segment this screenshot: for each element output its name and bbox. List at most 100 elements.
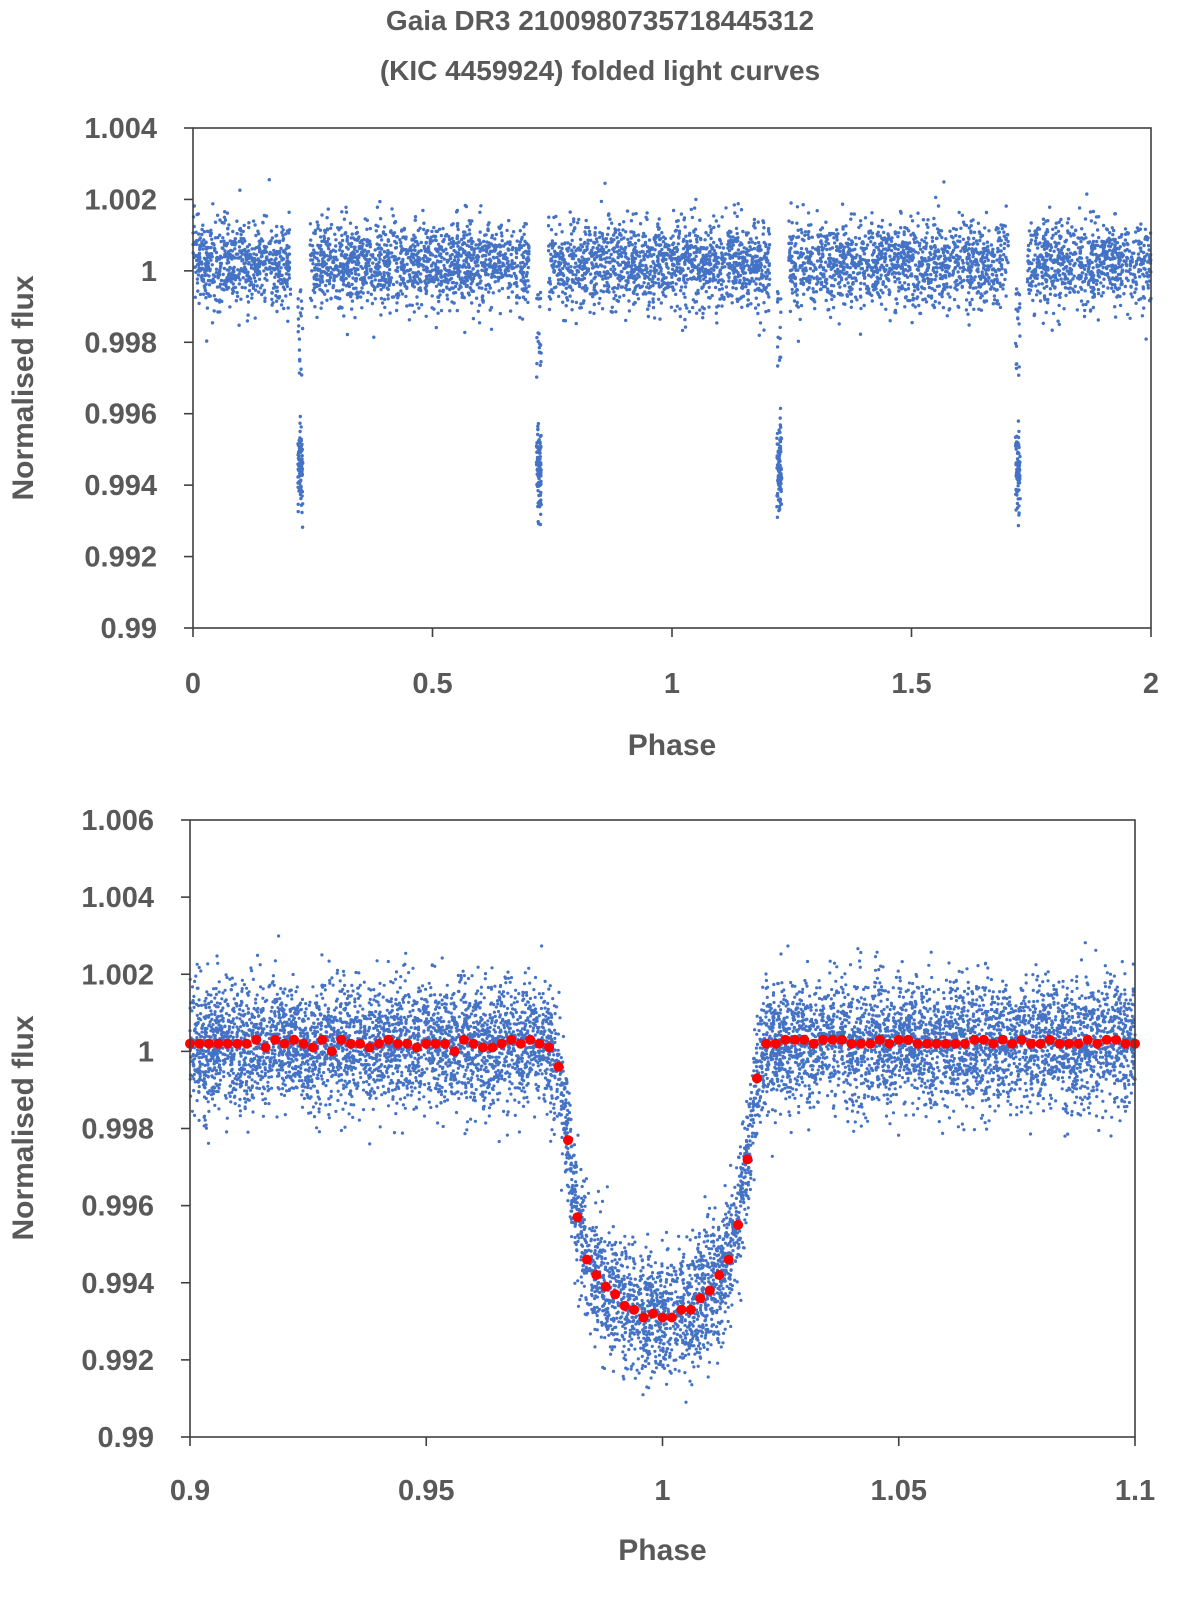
top-chart-data-point <box>340 238 345 243</box>
top-chart-data-point <box>876 230 880 234</box>
top-chart-data-point <box>482 239 486 244</box>
top-chart-data-point <box>561 273 566 278</box>
top-chart-data-point <box>329 222 334 227</box>
top-chart-data-point <box>767 243 772 247</box>
top-chart-data-point <box>391 282 396 287</box>
top-chart-data-point <box>573 226 577 231</box>
top-chart-data-point <box>203 286 207 290</box>
top-chart-data-point <box>202 230 207 234</box>
top-chart-data-point <box>807 236 811 240</box>
top-chart-data-point <box>815 209 819 213</box>
top-chart-data-point <box>648 269 653 273</box>
top-chart-data-point <box>832 241 837 245</box>
top-chart-data-point <box>435 275 439 280</box>
top-chart-data-point <box>940 289 945 294</box>
top-chart-data-point <box>901 240 905 244</box>
top-chart-data-point <box>226 227 230 231</box>
top-chart-data-point <box>762 301 766 305</box>
top-chart-data-point <box>622 236 626 240</box>
top-chart-data-point <box>412 233 416 237</box>
top-chart-data-point <box>885 263 889 268</box>
top-chart-data-point <box>397 256 401 261</box>
top-chart-data-point <box>1027 229 1032 233</box>
top-chart-data-point <box>683 317 687 322</box>
top-chart-data-point <box>313 305 317 309</box>
top-chart-data-point <box>879 225 884 229</box>
top-chart-data-point <box>656 277 660 281</box>
top-chart-data-point <box>1059 262 1064 266</box>
top-chart-data-point <box>255 284 259 288</box>
top-chart-data-point <box>457 287 461 291</box>
top-chart-data-point <box>411 262 416 267</box>
top-chart-data-point <box>1113 243 1117 247</box>
top-chart-data-point <box>826 308 830 312</box>
top-chart-data-point <box>419 240 423 245</box>
top-chart-data-point <box>933 288 937 293</box>
top-chart-data-point <box>657 233 661 238</box>
top-chart-data-point <box>931 303 935 307</box>
top-chart-data-point <box>587 229 592 234</box>
top-chart-data-point <box>229 275 233 279</box>
top-chart-data-point <box>280 225 284 229</box>
top-chart-data-point <box>601 252 606 256</box>
top-chart-data-point <box>739 251 743 255</box>
top-chart-data-point <box>1088 309 1093 313</box>
top-chart-data-point <box>875 261 880 265</box>
top-chart-data-point <box>618 295 622 299</box>
top-chart-data-point <box>484 258 488 262</box>
top-chart-data-point <box>945 314 949 318</box>
top-chart-data-point <box>828 291 832 295</box>
top-chart-data-point <box>605 256 609 260</box>
top-chart-data-point <box>732 260 736 265</box>
top-chart-data-point <box>841 249 846 254</box>
top-chart-data-point <box>1139 241 1144 245</box>
top-chart-data-point <box>666 282 670 286</box>
top-chart-data-point <box>413 240 417 244</box>
top-chart-data-point <box>795 300 799 305</box>
top-chart-data-point <box>647 300 651 304</box>
top-chart-data-point <box>900 255 904 260</box>
top-chart-data-point <box>995 299 1000 303</box>
top-chart-data-point <box>964 298 969 302</box>
top-chart-data-point <box>694 237 699 242</box>
top-chart-data-point <box>941 251 946 255</box>
top-chart-data-point <box>393 220 398 224</box>
top-chart-data-point <box>1060 224 1064 228</box>
top-chart-data-point <box>379 313 383 317</box>
top-chart-data-point <box>267 252 272 256</box>
top-chart-data-point <box>500 239 504 243</box>
top-chart-data-point <box>1028 288 1033 292</box>
top-chart-data-point <box>733 269 737 273</box>
top-chart-data-point <box>560 230 564 234</box>
top-chart-data-point <box>270 236 275 240</box>
top-chart-data-point <box>574 261 578 265</box>
top-chart-data-point <box>378 199 382 204</box>
top-chart-data-point <box>1025 280 1030 284</box>
top-chart-data-point <box>913 275 918 279</box>
top-chart-data-point <box>201 292 206 296</box>
top-chart-data-point <box>515 251 519 255</box>
top-chart-data-point <box>735 214 739 219</box>
top-chart-data-point <box>456 227 460 232</box>
top-chart-data-point <box>703 238 707 242</box>
top-chart-data-point <box>486 244 491 248</box>
top-chart-data-point <box>620 285 625 289</box>
top-chart-data-point <box>206 255 210 259</box>
top-chart-data-point <box>430 279 434 284</box>
top-chart-data-point <box>1105 238 1110 242</box>
top-chart-data-point <box>694 197 698 202</box>
top-chart-data-point <box>496 279 500 283</box>
top-chart-data-point <box>698 308 702 312</box>
top-chart-data-point <box>976 221 981 225</box>
top-chart-data-point <box>627 299 631 303</box>
top-chart-data-point <box>219 278 224 283</box>
top-chart-data-point <box>523 221 527 226</box>
top-chart-data-point <box>635 292 639 297</box>
top-chart-data-point <box>423 254 427 258</box>
top-chart-data-point <box>1081 303 1085 307</box>
top-chart-data-point <box>656 263 660 268</box>
top-chart-data-point <box>1053 274 1058 278</box>
top-chart-data-point <box>1095 239 1099 244</box>
top-chart-data-point <box>1118 303 1123 308</box>
top-chart-data-point <box>462 241 466 245</box>
